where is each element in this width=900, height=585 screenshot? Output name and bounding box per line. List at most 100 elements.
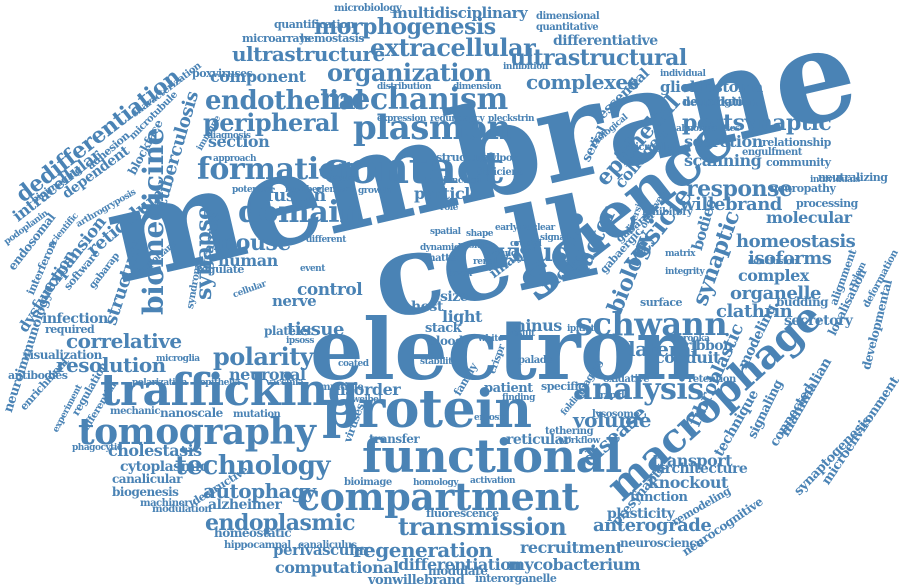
word: human bbox=[218, 251, 278, 270]
word: vaccinia bbox=[266, 378, 304, 388]
word: neuro bbox=[330, 174, 358, 184]
word: homeostasis bbox=[736, 231, 856, 252]
word: barooka bbox=[672, 334, 710, 344]
word: processing bbox=[796, 197, 858, 210]
word: abnormalities bbox=[676, 124, 740, 134]
word: matter bbox=[425, 253, 460, 264]
word: transfer bbox=[369, 432, 420, 446]
word: vonwillebrand bbox=[368, 573, 465, 585]
word: mutation bbox=[233, 409, 281, 420]
word: schwann bbox=[575, 305, 728, 343]
word: rapid bbox=[600, 391, 625, 401]
word: modulate bbox=[428, 564, 488, 578]
word: signal bbox=[540, 233, 568, 243]
word: particle bbox=[414, 184, 480, 203]
word: alzheimer bbox=[208, 497, 282, 513]
word: light bbox=[442, 307, 482, 326]
word: microglia bbox=[156, 354, 200, 364]
word: canaliculus bbox=[298, 540, 357, 551]
word: inhibitory bbox=[642, 207, 693, 218]
word: ipitiate bbox=[567, 324, 600, 334]
word: organelle bbox=[730, 283, 821, 304]
word: differentiation bbox=[398, 555, 522, 574]
word: relationship bbox=[762, 136, 831, 149]
word: architecture bbox=[656, 461, 748, 477]
word: stack bbox=[425, 321, 462, 336]
word: redundancy bbox=[430, 114, 485, 124]
word: mouse bbox=[213, 230, 291, 256]
word: weibel bbox=[352, 395, 382, 405]
word: microarrays bbox=[242, 32, 311, 45]
word: component bbox=[210, 67, 306, 86]
word: dynamic bbox=[420, 243, 459, 253]
word: quantitative bbox=[536, 22, 599, 33]
word: expression bbox=[377, 114, 426, 124]
word: anterograde bbox=[593, 515, 712, 536]
word: matrix bbox=[665, 249, 696, 259]
word: patient bbox=[484, 381, 533, 396]
word: phagocytic bbox=[72, 443, 122, 453]
word: event bbox=[300, 264, 325, 274]
word: renal bbox=[473, 257, 497, 267]
word: ribbon bbox=[684, 338, 733, 354]
word: host bbox=[411, 299, 443, 315]
word: visualization bbox=[23, 348, 102, 362]
word: minus bbox=[509, 316, 562, 335]
word: pleckstrin bbox=[488, 114, 535, 124]
word: correlative bbox=[66, 329, 182, 353]
word: number bbox=[285, 185, 322, 195]
word: complexes bbox=[526, 70, 639, 94]
word: fowlpox bbox=[478, 153, 518, 164]
word: functional bbox=[362, 429, 622, 483]
word: analysis bbox=[573, 372, 704, 407]
word: blood bbox=[428, 334, 463, 348]
word: specific bbox=[541, 380, 585, 393]
word: retention bbox=[688, 374, 736, 385]
word: ultrastructure bbox=[232, 42, 385, 66]
word: shape bbox=[466, 229, 493, 239]
word: willebrand bbox=[680, 194, 782, 215]
word: palade bbox=[518, 355, 553, 366]
word: clathrin bbox=[716, 301, 793, 322]
word: postsynaptic bbox=[682, 110, 832, 136]
word: conclusion bbox=[748, 257, 798, 267]
word: integrity bbox=[665, 267, 705, 277]
word: polarization bbox=[132, 378, 187, 388]
word: homeostatic bbox=[214, 526, 292, 540]
word: element bbox=[316, 185, 354, 195]
word: diagnosis bbox=[207, 131, 251, 141]
word: neuroligin bbox=[683, 95, 743, 108]
word: virus bbox=[497, 238, 567, 268]
word: fusion bbox=[266, 185, 326, 206]
word: coated bbox=[338, 359, 369, 369]
word: scanning bbox=[684, 151, 762, 170]
word: mammalian bbox=[777, 355, 835, 440]
word: resolution bbox=[56, 353, 166, 377]
word: finding bbox=[502, 393, 535, 403]
word: different bbox=[306, 235, 346, 245]
word: disorder bbox=[329, 380, 401, 399]
word: microenvironment bbox=[819, 374, 900, 488]
word: complex bbox=[738, 266, 809, 285]
word: neuroscience bbox=[620, 536, 704, 550]
word: machinery bbox=[140, 498, 195, 509]
word: community bbox=[766, 156, 831, 169]
word: growth bbox=[358, 186, 391, 196]
word: regulate bbox=[196, 263, 244, 276]
word: hemostasis bbox=[300, 32, 364, 45]
word: conduit bbox=[655, 348, 720, 367]
word: domain bbox=[238, 195, 361, 230]
word: spatial bbox=[430, 227, 461, 237]
word: regeneration bbox=[353, 538, 493, 562]
word: individual bbox=[660, 69, 706, 79]
word: organization bbox=[327, 58, 492, 87]
word: section bbox=[208, 132, 270, 151]
word: biogenesis bbox=[112, 485, 179, 499]
word: peripheral bbox=[203, 108, 339, 137]
word: ultrastructural bbox=[510, 45, 687, 71]
word: engulfment bbox=[742, 147, 802, 158]
word: transmission bbox=[398, 512, 567, 541]
word: nuclear bbox=[520, 223, 555, 233]
word: structural bbox=[436, 151, 493, 164]
word: basal bbox=[448, 269, 472, 279]
